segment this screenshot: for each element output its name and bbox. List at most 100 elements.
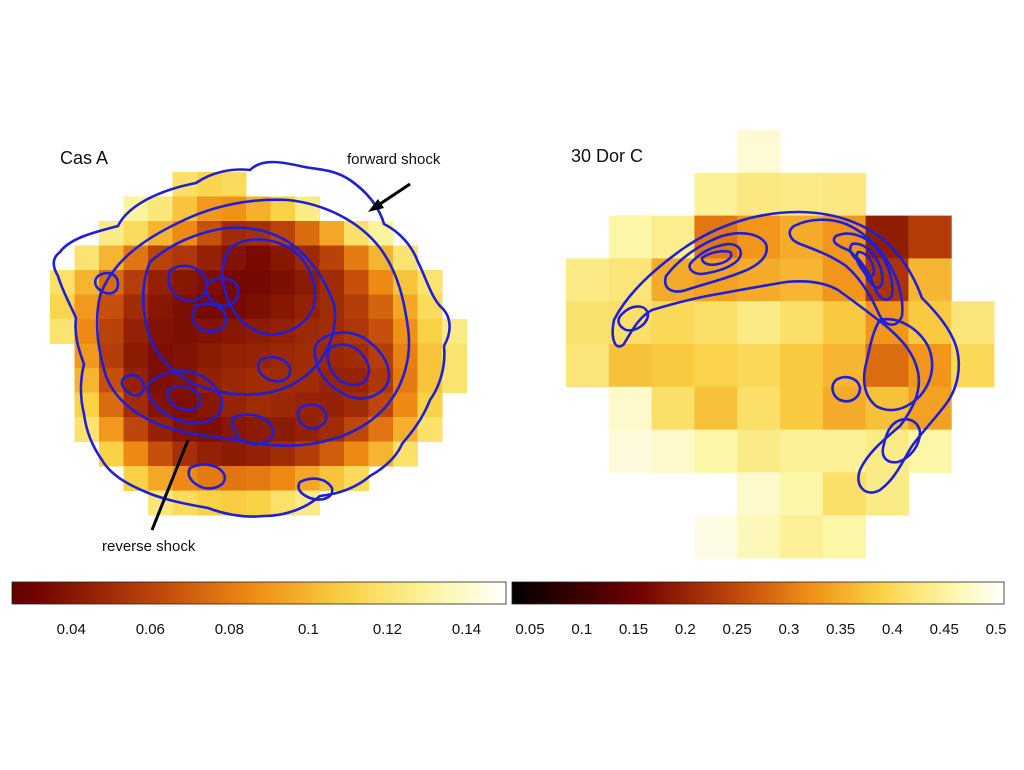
cas-a-heatmap-cell — [172, 221, 198, 246]
cas-a-heatmap-cell — [246, 270, 271, 295]
cas-a-heatmap-cell — [172, 196, 198, 222]
cas-a-colorbar-tick-label: 0.14 — [452, 621, 481, 638]
cas-a-heatmap-cell — [123, 417, 149, 442]
30-dor-c-heatmap-cell — [822, 472, 867, 516]
cas-a-heatmap-cell — [99, 319, 124, 344]
cas-a-heatmap-cell — [368, 343, 394, 369]
cas-a-heatmap-cell — [417, 417, 443, 442]
30-dor-c-shell-contour — [611, 210, 960, 494]
30-dor-c-heatmap-cell — [822, 344, 867, 388]
30-dor-c-contours — [611, 210, 960, 494]
30-dor-c-colorbar-tick-label: 0.05 — [515, 621, 544, 638]
30-dor-c-colorbar-tick-label: 0.3 — [778, 621, 799, 638]
30-dor-c-heatmap-cell — [651, 386, 695, 431]
30-dor-c-heatmap-cell — [608, 344, 653, 388]
30-dor-c-heatmap-cell — [822, 172, 867, 217]
cas-a-heatmap-cell — [442, 368, 467, 393]
cas-a-heatmap-cell — [246, 245, 271, 271]
30-dor-c-heatmap-cell — [694, 301, 738, 345]
cas-a-colorbar-tick-label: 0.12 — [373, 621, 402, 638]
cas-a-heatmap-cell — [270, 343, 296, 369]
30-dor-c-heatmap-cell — [865, 215, 909, 259]
30-dor-c-colorbar-tick-label: 0.5 — [986, 621, 1007, 638]
30-dor-c-heatmap-cell — [737, 472, 781, 516]
30-dor-c-heatmap-cell — [694, 515, 738, 559]
cas-a-heatmap-cell — [221, 392, 247, 418]
30-dor-c-heatmap-cell — [737, 515, 781, 559]
cas-a-heatmap-cell — [270, 392, 296, 418]
cas-a-heatmap-cell — [50, 319, 75, 344]
30-dor-c-heatmap-cell — [566, 344, 610, 388]
cas-a-heatmap-cell — [270, 417, 296, 442]
cas-a-colorbar-tick-label: 0.1 — [298, 621, 319, 638]
30-dor-c-heatmap-cell — [737, 301, 781, 345]
30-dor-c-heatmap-cell — [737, 429, 781, 473]
cas-a-heatmap-cell — [319, 441, 345, 467]
cas-a-heatmap-cell — [74, 392, 100, 418]
cas-a-heatmap-cell — [442, 343, 467, 369]
cas-a-heatmap — [50, 172, 467, 516]
cas-a-heatmap-cell — [99, 245, 124, 271]
30-dor-c-colorbar-tick-label: 0.45 — [930, 621, 959, 638]
cas-a-heatmap-cell — [197, 441, 222, 467]
cas-a-heatmap-cell — [393, 319, 418, 344]
30-dor-c-heatmap-cell — [651, 258, 695, 302]
cas-a-heatmap-cell — [74, 319, 100, 344]
cas-a-heatmap-cell — [368, 319, 394, 344]
forward-shock-label: forward shock — [347, 151, 441, 168]
30-dor-c-heatmap-cell — [822, 429, 867, 473]
30-dor-c-heatmap-cell — [780, 172, 824, 217]
cas-a-heatmap-cell — [74, 368, 100, 393]
cas-a-heatmap-cell — [74, 294, 100, 320]
cas-a-heatmap-cell — [197, 245, 222, 271]
30-dor-c-colorbar-tick-label: 0.4 — [882, 621, 903, 638]
30-dor-c-heatmap-cell — [694, 386, 738, 431]
30-dor-c-heatmap-cell — [608, 386, 653, 431]
30-dor-c-heatmap-cell — [566, 301, 610, 345]
cas-a-heatmap-cell — [270, 466, 296, 491]
cas-a-heatmap-cell — [295, 319, 320, 344]
cas-a-heatmap-cell — [344, 343, 369, 369]
30-dor-c-heatmap-cell — [780, 515, 824, 559]
30-dor-c-colorbar-ticks: 0.05 0.1 0.15 0.2 0.25 0.3 0.35 0.4 0.45 0.5 — [515, 621, 1006, 638]
cas-a-heatmap-cell — [221, 490, 247, 516]
cas-a-heatmap-cell — [197, 343, 222, 369]
30-dor-c-panel-label: 30 Dor C — [571, 146, 643, 166]
cas-a-heatmap-cell — [417, 343, 443, 369]
cas-a-heatmap-cell — [123, 343, 149, 369]
30-dor-c-heatmap-cell — [737, 172, 781, 217]
cas-a-heatmap-cell — [221, 368, 247, 393]
cas-a-heatmap-cell — [123, 319, 149, 344]
30-dor-c-heatmap-cell — [651, 344, 695, 388]
cas-a-heatmap-cell — [270, 294, 296, 320]
30-dor-c-colorbar-tick-label: 0.1 — [571, 621, 592, 638]
cas-a-colorbar-ticks: 0.04 0.06 0.08 0.1 0.12 0.14 — [57, 621, 481, 638]
cas-a-heatmap-cell — [246, 466, 271, 491]
30-dor-c-heatmap-cell — [694, 172, 738, 217]
30-dor-c-colorbar-tick-label: 0.35 — [826, 621, 855, 638]
cas-a-heatmap-cell — [417, 319, 443, 344]
30-dor-c-colorbar — [511, 581, 1005, 605]
cas-a-heatmap-cell — [246, 392, 271, 418]
30-dor-c-heatmap-cell — [608, 429, 653, 473]
cas-a-reverse-shock-contour — [95, 198, 411, 447]
30-dor-c-heatmap-cell — [780, 429, 824, 473]
30-dor-c-heatmap-cell — [737, 344, 781, 388]
cas-a-heatmap-cell — [246, 368, 271, 393]
cas-a-heatmap-cell — [368, 221, 394, 246]
cas-a-heatmap-cell — [270, 319, 296, 344]
30-dor-c-colorbar-tick-label: 0.25 — [723, 621, 752, 638]
30-dor-c-heatmap-cell — [780, 386, 824, 431]
30-dor-c-heatmap-cell — [780, 472, 824, 516]
cas-a-heatmap-cell — [123, 441, 149, 467]
30-dor-c-heatmap-cell — [737, 386, 781, 431]
cas-a-heatmap-cell — [319, 245, 345, 271]
forward-shock-arrow-head — [368, 199, 384, 212]
cas-a-heatmap-cell — [148, 196, 173, 222]
30-dor-c-heatmap-cell — [651, 215, 695, 259]
cas-a-heatmap-cell — [99, 417, 124, 442]
cas-a-heatmap-cell — [368, 294, 394, 320]
cas-a-heatmap-cell — [417, 392, 443, 418]
cas-a-heatmap-cell — [148, 245, 173, 271]
